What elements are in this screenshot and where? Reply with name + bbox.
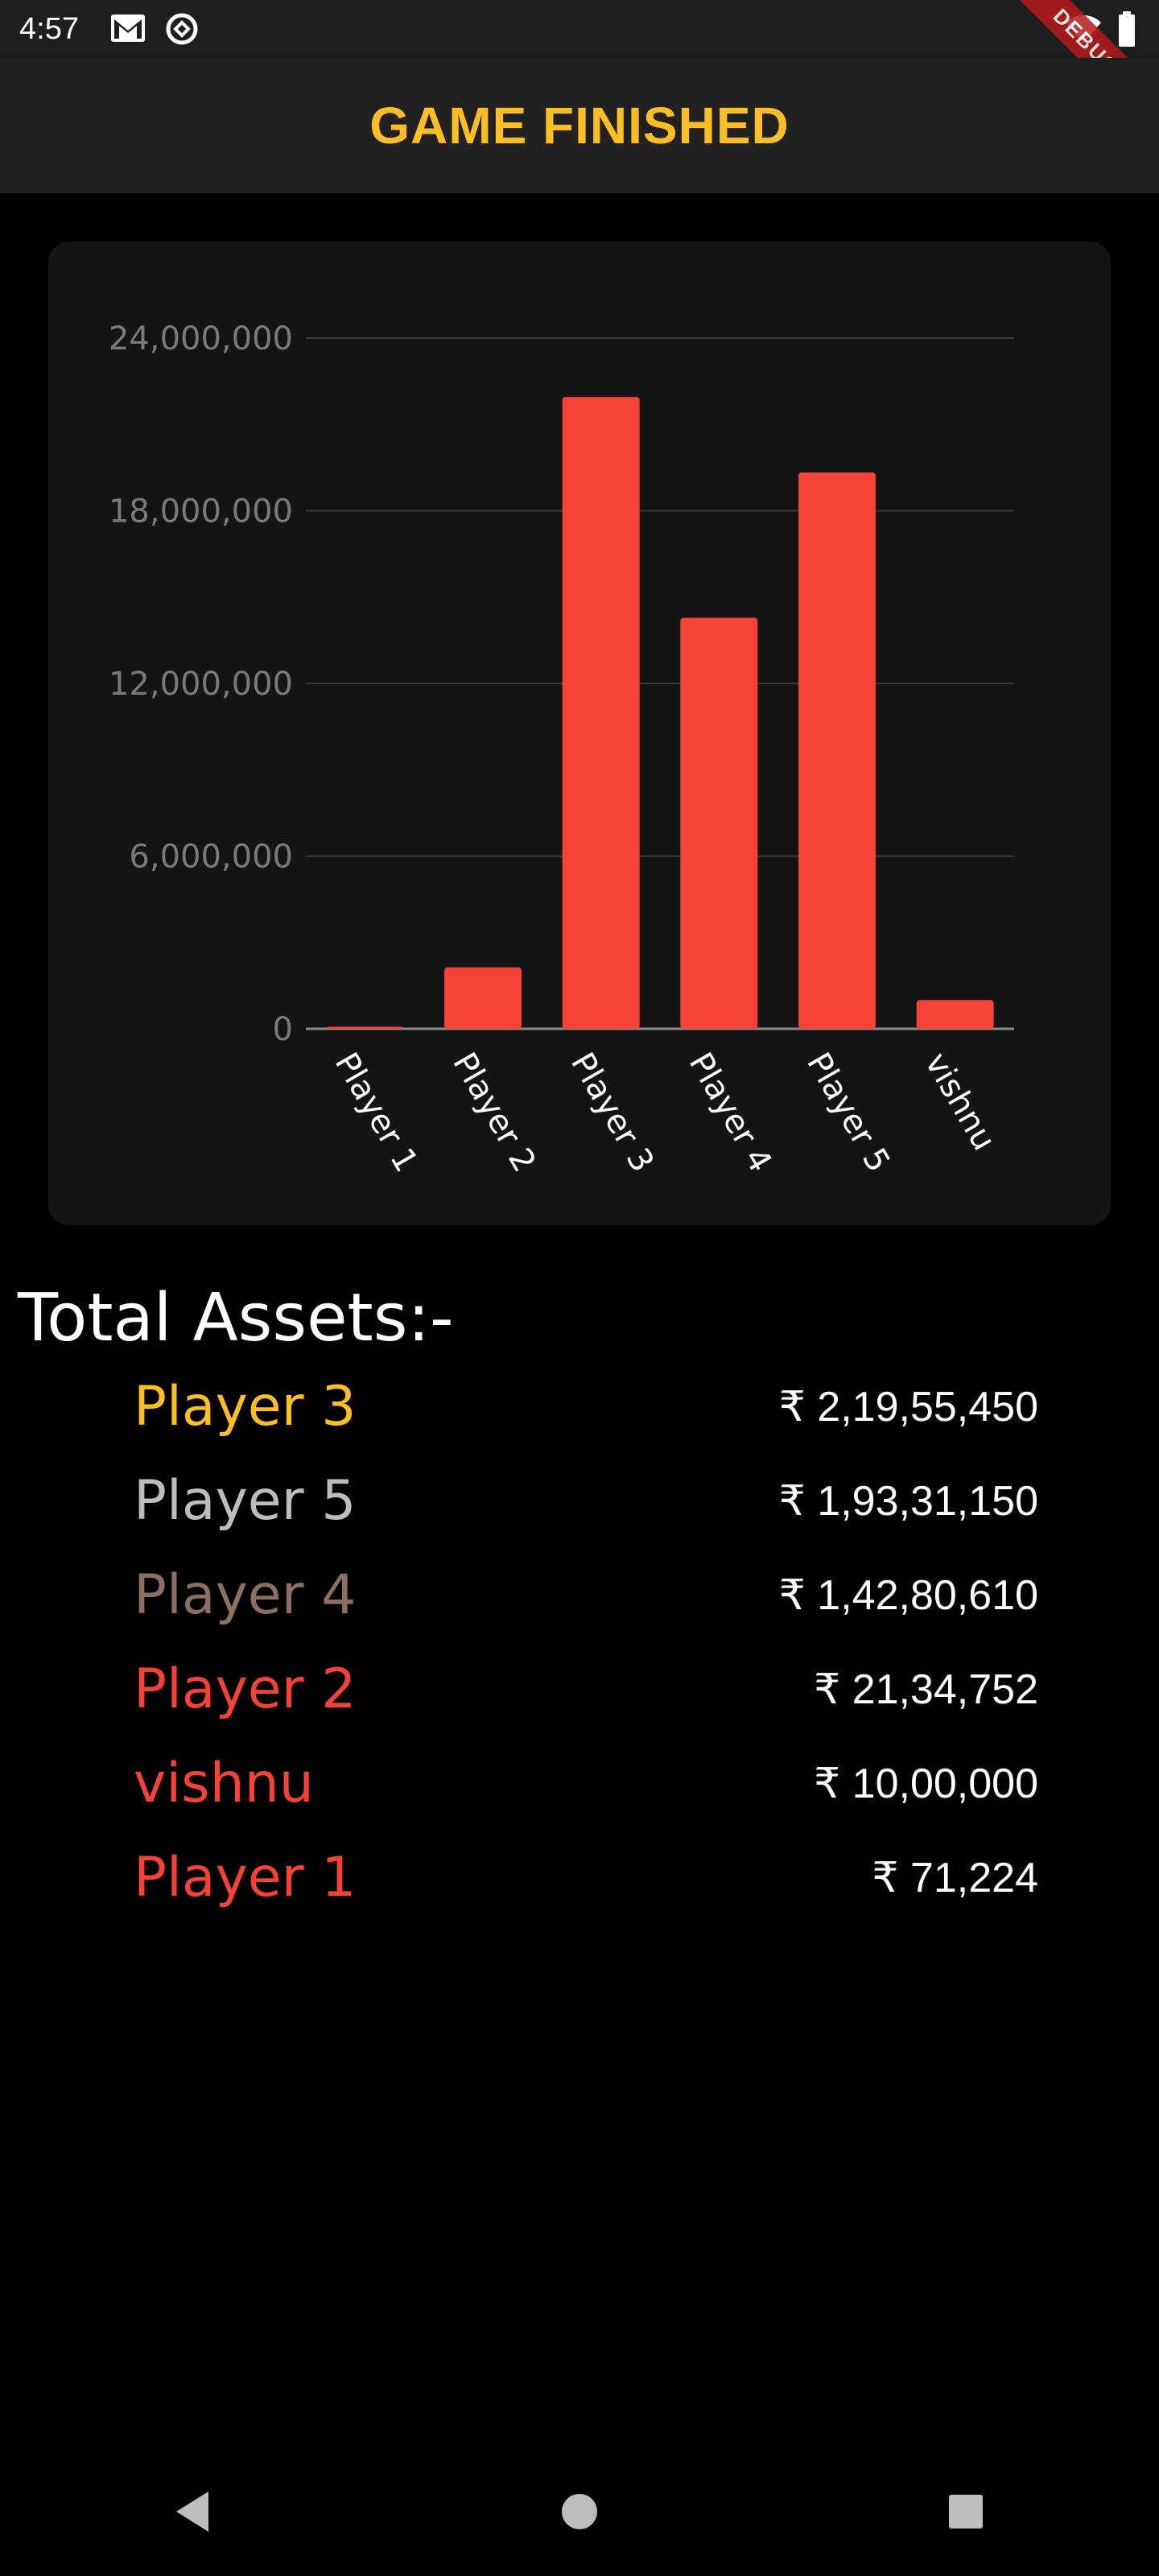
back-button[interactable] xyxy=(145,2463,241,2560)
status-icons-left xyxy=(109,11,200,47)
x-tick-label: Player 3 xyxy=(563,1046,661,1179)
page-title: GAME FINISHED xyxy=(369,96,789,155)
y-tick-label: 0 xyxy=(273,1011,293,1048)
bar[interactable] xyxy=(563,397,640,1029)
asset-player-name: Player 5 xyxy=(134,1463,356,1540)
asset-player-name: Player 3 xyxy=(134,1368,356,1446)
back-icon xyxy=(173,2490,213,2533)
asset-row: Player 2 ₹ 21,34,752 xyxy=(0,1651,1159,1745)
bar[interactable] xyxy=(680,617,757,1029)
y-tick-label: 12,000,000 xyxy=(109,666,293,703)
status-time: 4:57 xyxy=(19,10,79,48)
asset-value: ₹ 71,224 xyxy=(872,1839,1038,1917)
bar[interactable] xyxy=(326,1026,403,1029)
asset-player-name: vishnu xyxy=(134,1745,314,1823)
asset-value: ₹ 2,19,55,450 xyxy=(779,1368,1038,1446)
sync-icon xyxy=(164,11,200,47)
assets-list: Player 3 ₹ 2,19,55,450 Player 5 ₹ 1,93,31,1… xyxy=(0,1368,1159,1934)
recents-icon xyxy=(947,2493,984,2530)
gmail-icon xyxy=(109,11,146,45)
bar[interactable] xyxy=(444,968,522,1029)
assets-title: Total Assets:- xyxy=(18,1280,454,1356)
asset-player-name: Player 2 xyxy=(134,1651,356,1728)
x-tick-label: Player 1 xyxy=(328,1046,425,1179)
x-tick-label: Player 5 xyxy=(799,1046,897,1179)
y-tick-label: 24,000,000 xyxy=(109,320,293,357)
asset-row: vishnu ₹ 10,00,000 xyxy=(0,1745,1159,1839)
asset-row: Player 4 ₹ 1,42,80,610 xyxy=(0,1557,1159,1651)
x-tick-label: Player 2 xyxy=(445,1046,542,1179)
asset-value: ₹ 1,42,80,610 xyxy=(779,1557,1038,1634)
home-button[interactable] xyxy=(531,2463,628,2560)
asset-value: ₹ 1,93,31,150 xyxy=(779,1463,1038,1540)
recents-button[interactable] xyxy=(918,2463,1014,2560)
asset-value: ₹ 10,00,000 xyxy=(814,1745,1038,1823)
asset-value: ₹ 21,34,752 xyxy=(814,1651,1038,1728)
nav-bar xyxy=(0,2447,1159,2576)
asset-row: Player 5 ₹ 1,93,31,150 xyxy=(0,1463,1159,1557)
assets-bar-chart: 0 6,000,000 12,000,000 18,000,000 24,000,000… xyxy=(48,242,1111,1225)
y-tick-label: 18,000,000 xyxy=(109,493,293,530)
asset-row: Player 1 ₹ 71,224 xyxy=(0,1839,1159,1934)
asset-player-name: Player 4 xyxy=(134,1557,356,1634)
y-tick-label: 6,000,000 xyxy=(129,839,293,876)
asset-player-name: Player 1 xyxy=(134,1839,356,1917)
chart-card: 0 6,000,000 12,000,000 18,000,000 24,000,000… xyxy=(48,242,1111,1225)
x-tick-label: Player 4 xyxy=(682,1046,779,1179)
bar[interactable] xyxy=(917,1000,994,1029)
bar[interactable] xyxy=(798,473,876,1029)
home-icon xyxy=(560,2492,599,2531)
x-tick-label: vishnu xyxy=(918,1046,1003,1157)
battery-icon xyxy=(1117,11,1136,47)
app-bar: GAME FINISHED xyxy=(0,58,1159,193)
status-bar: 4:57 DEBUG xyxy=(0,0,1159,58)
asset-row: Player 3 ₹ 2,19,55,450 xyxy=(0,1368,1159,1463)
